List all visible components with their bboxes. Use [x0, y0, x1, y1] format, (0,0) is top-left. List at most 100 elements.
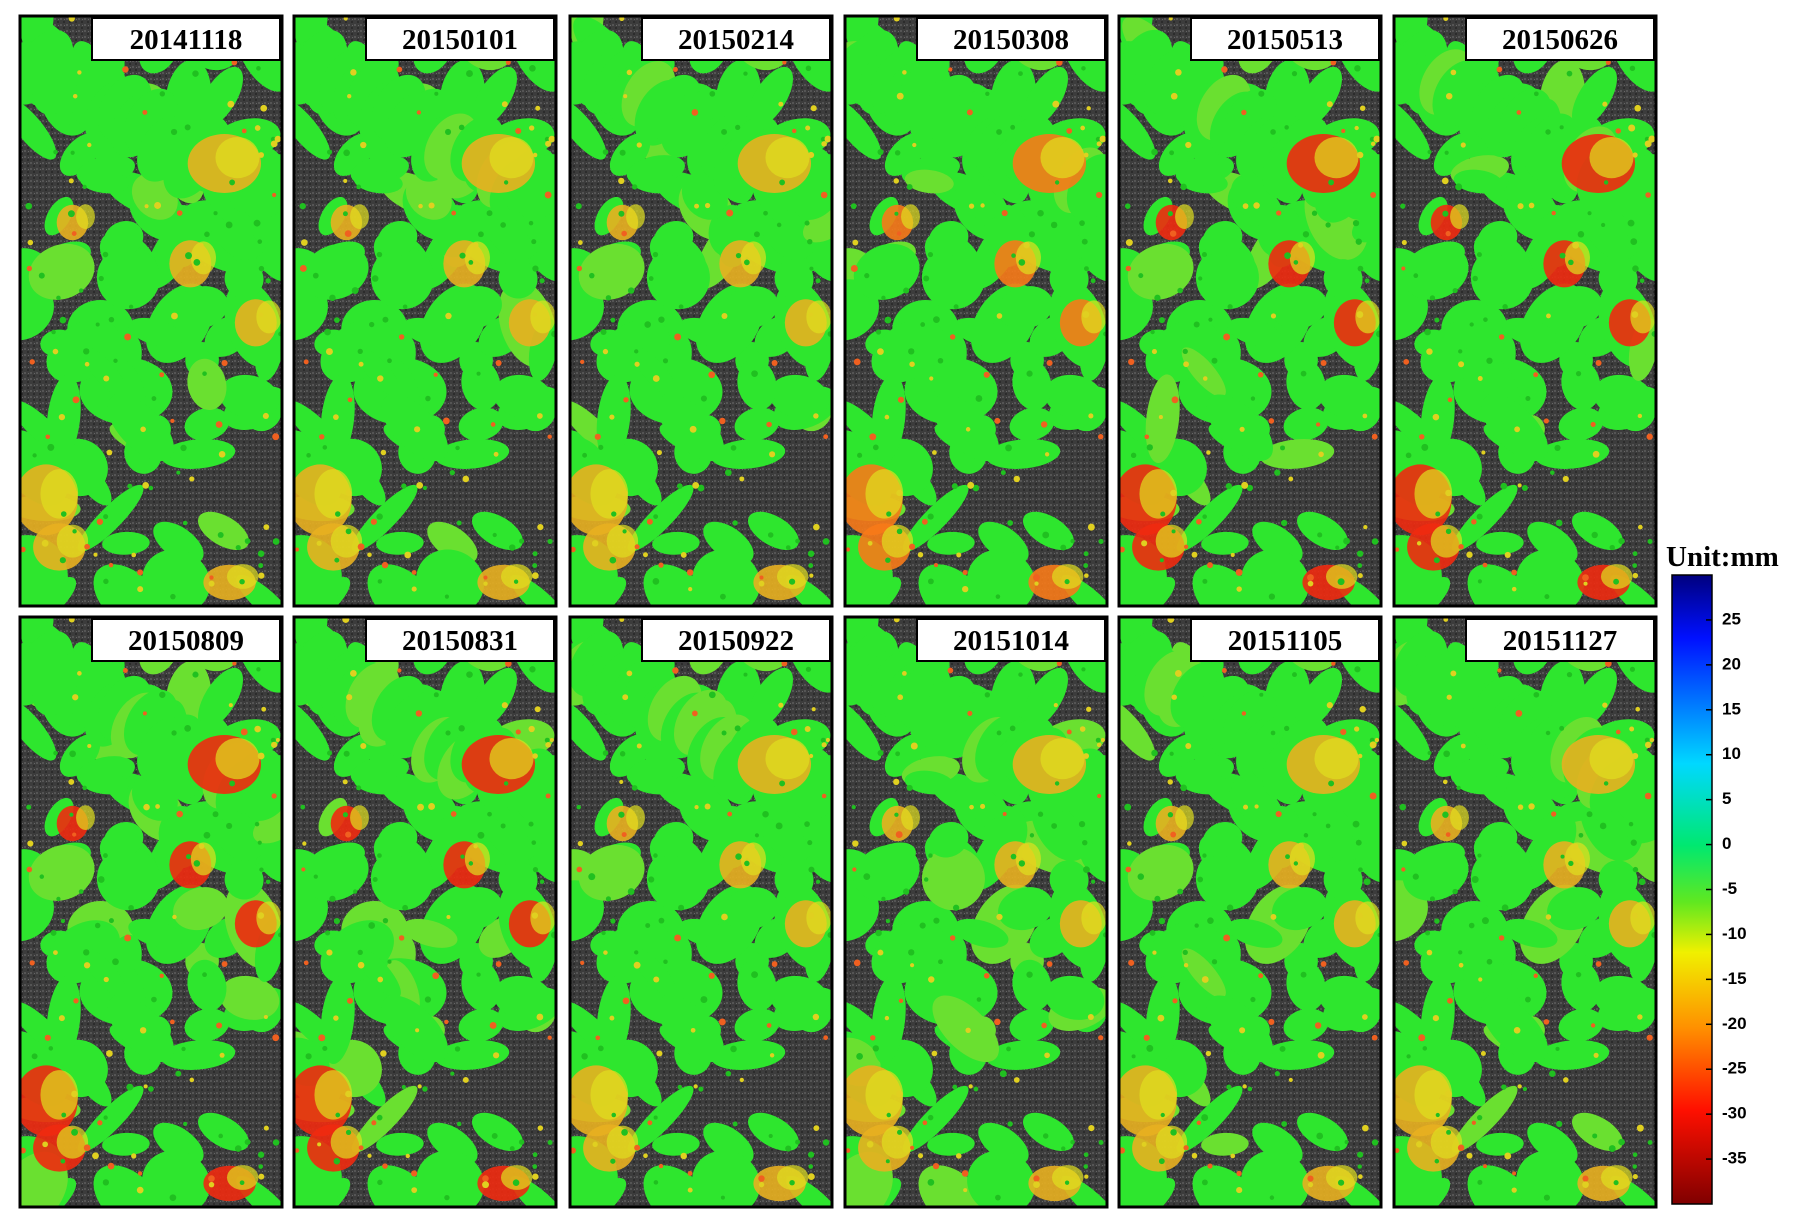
scatterer — [1170, 1090, 1177, 1098]
scatterer — [103, 578, 109, 585]
scatterer — [1154, 294, 1161, 301]
subsidence-edge — [1051, 564, 1084, 589]
scatterer — [1175, 69, 1182, 76]
scatterer — [1150, 329, 1155, 335]
scatterer — [1605, 59, 1611, 66]
subsidence-edge — [350, 805, 369, 830]
date-label: 20141118 — [130, 24, 243, 56]
scatterer — [749, 242, 754, 248]
scatterer — [1590, 421, 1596, 428]
stable-area — [1176, 484, 1243, 552]
scatterer — [700, 395, 707, 402]
scatterer — [920, 322, 926, 327]
scatterer — [387, 959, 392, 964]
scatterer — [398, 935, 405, 941]
scatterer — [1632, 572, 1639, 579]
colorbar-tick-label: -20 — [1722, 1014, 1747, 1033]
scatterer — [1644, 737, 1650, 743]
scatterer — [1239, 426, 1245, 432]
scatterer — [1174, 669, 1182, 677]
scatterer — [1418, 1034, 1426, 1042]
scatterer — [653, 853, 658, 858]
scatterer — [1435, 1112, 1440, 1118]
scatterer — [1158, 917, 1166, 925]
date-label: 20151127 — [1503, 625, 1617, 657]
scatterer — [411, 1170, 418, 1177]
scatterer — [912, 142, 917, 148]
scatterer — [325, 930, 331, 936]
scatterer — [1081, 66, 1086, 71]
scatterer — [658, 1163, 664, 1169]
scatterer — [1450, 69, 1457, 76]
scatterer — [1468, 922, 1475, 929]
scatterer — [785, 1145, 792, 1152]
stable-area — [1394, 699, 1431, 761]
stable-area — [1453, 169, 1503, 194]
scatterer — [1472, 275, 1478, 282]
scatterer — [1191, 551, 1198, 558]
scatterer — [71, 231, 77, 236]
scatterer — [73, 998, 79, 1004]
scatterer — [726, 209, 734, 217]
colorbar-tick-label: 20 — [1722, 654, 1741, 673]
scatterer — [1458, 962, 1464, 968]
map-image — [845, 16, 1107, 606]
stable-area — [1201, 531, 1249, 555]
scatterer — [570, 1147, 577, 1154]
stable-area — [737, 959, 777, 1012]
scatterer — [27, 840, 34, 847]
scatterer — [1211, 959, 1218, 965]
scatterer — [1201, 252, 1207, 258]
scatterer — [1354, 726, 1360, 732]
scatterer — [547, 1035, 552, 1040]
scatterer — [344, 230, 352, 237]
scatterer — [1442, 779, 1448, 785]
scatterer — [1320, 961, 1327, 967]
scatterer — [1429, 896, 1435, 902]
scatterer — [804, 220, 810, 226]
scatterer — [1504, 551, 1511, 559]
scatterer — [253, 219, 261, 227]
scatterer — [933, 316, 940, 324]
scatterer — [730, 445, 737, 451]
scatterer — [994, 1018, 1001, 1026]
scatterer — [124, 333, 132, 341]
scatterer — [357, 961, 365, 969]
scatterer — [1629, 666, 1636, 672]
scatterer — [51, 329, 56, 335]
date-box — [365, 618, 555, 662]
subsidence-edge — [1081, 300, 1107, 334]
scatterer — [1247, 1086, 1253, 1092]
scatterer — [202, 371, 207, 376]
scatterer — [322, 445, 328, 450]
scatterer — [313, 874, 318, 879]
panel-frame — [843, 14, 1109, 608]
scatterer — [78, 889, 84, 894]
scatterer — [1084, 266, 1089, 272]
scatterer — [1572, 843, 1579, 849]
scatterer — [1060, 544, 1067, 551]
scatterer — [1151, 749, 1158, 757]
scatterer — [1403, 960, 1410, 966]
scatterer — [58, 413, 66, 421]
scatterer — [342, 812, 349, 818]
stable-area — [1318, 975, 1379, 1020]
scatterer — [377, 853, 382, 858]
scatterer — [1590, 1023, 1596, 1028]
scatterer — [1098, 1140, 1104, 1145]
scatterer — [646, 518, 653, 525]
scatterer — [869, 433, 877, 441]
scatterer — [444, 1019, 449, 1025]
scatterer — [917, 552, 924, 558]
scatterer — [1318, 451, 1324, 458]
subsidence-edge — [190, 842, 216, 876]
stable-area — [377, 821, 418, 858]
scatterer — [1514, 426, 1521, 433]
scatterer — [653, 514, 659, 519]
scatterer — [610, 1158, 616, 1164]
scatterer — [754, 833, 759, 838]
scatterer — [1300, 370, 1307, 377]
stable-area — [435, 1039, 510, 1070]
scatterer — [219, 1052, 225, 1058]
scatterer — [1082, 912, 1089, 919]
